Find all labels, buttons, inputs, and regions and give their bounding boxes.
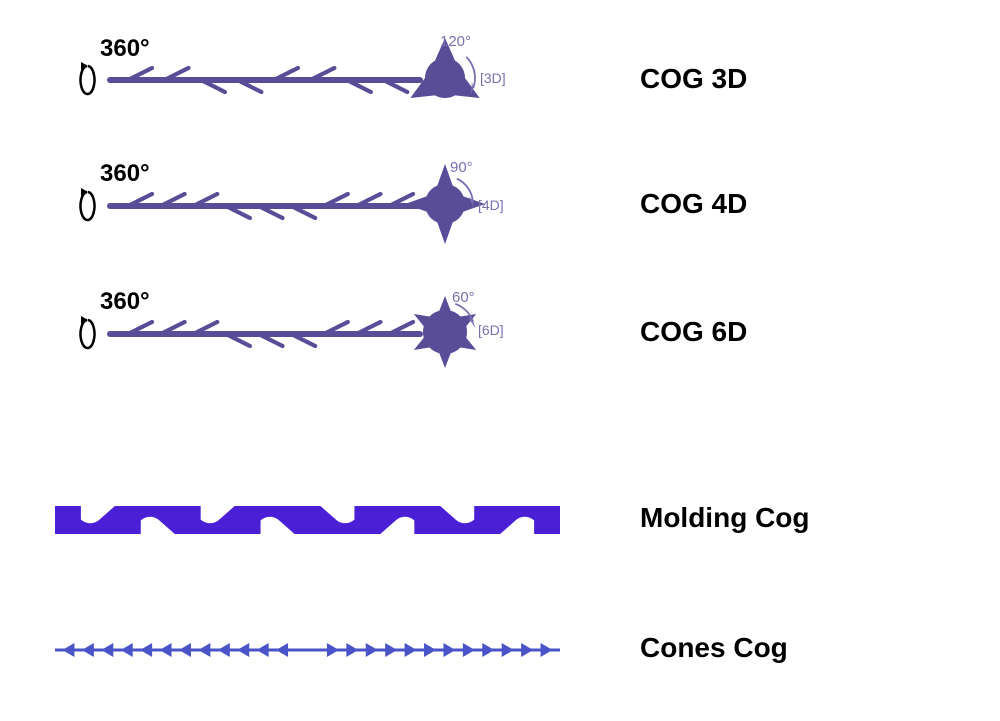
diagram-svg: 120° [3D] 90° [4D] 60°[6D] — [0, 0, 1000, 721]
thread-cog3d — [110, 68, 420, 92]
cones-cog-thread — [55, 643, 560, 657]
thread-cog6d — [110, 322, 420, 346]
deg-label-cog4d: 360° — [100, 160, 150, 188]
deg-label-cog3d: 360° — [100, 35, 150, 63]
bracket-label-cog3d: [3D] — [480, 70, 506, 86]
bracket-label-cog6d: [6D] — [478, 322, 504, 338]
angle-label-cog6d: 60° — [452, 289, 475, 306]
rotation-icon-cog3d — [81, 62, 95, 94]
angle-label-cog3d: 120° — [440, 33, 471, 50]
diagram-canvas: 120° [3D] 90° [4D] 60°[6D] COG 3D 360° COG 4D 36… — [0, 0, 1000, 721]
label-cones: Cones Cog — [640, 632, 788, 664]
label-cog3d: COG 3D — [640, 63, 747, 95]
rotation-icon-cog4d — [81, 188, 95, 220]
molding-cog-thread — [55, 506, 560, 534]
label-cog4d: COG 4D — [640, 188, 747, 220]
thread-cog4d — [110, 194, 420, 218]
cross-section-cog6d — [414, 296, 476, 368]
label-cog6d: COG 6D — [640, 316, 747, 348]
bracket-label-cog4d: [4D] — [478, 197, 504, 213]
angle-label-cog4d: 90° — [450, 159, 473, 176]
label-molding: Molding Cog — [640, 502, 810, 534]
deg-label-cog6d: 360° — [100, 288, 150, 316]
rotation-icon-cog6d — [81, 316, 95, 348]
